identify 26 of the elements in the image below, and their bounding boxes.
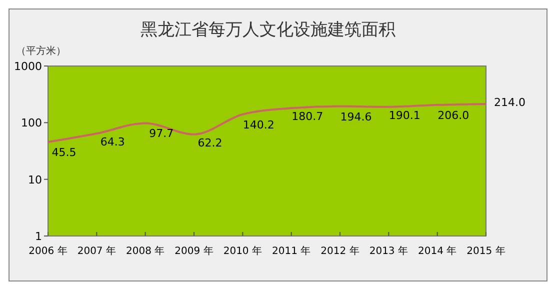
- text: 190.1: [388, 108, 420, 122]
- x-tick-label: 2007 年: [77, 245, 116, 257]
- y-tick-label: 100: [21, 116, 42, 130]
- x-tick-label: 2012 年: [320, 245, 360, 257]
- x-tick-label: 2011 年: [272, 245, 311, 257]
- x-tick-label: 2014 年: [418, 245, 457, 257]
- text: 62.2: [198, 136, 222, 150]
- y-axis-title: （平方米）: [16, 45, 66, 57]
- text: 64.3: [100, 136, 125, 149]
- x-tick-label: 2015 年: [466, 245, 506, 257]
- text: 97.7: [149, 127, 174, 140]
- text: 140.2: [242, 118, 274, 132]
- chart-title: 黑龙江省每万人文化设施建筑面积: [140, 20, 396, 40]
- y-tick-label: 10: [28, 173, 42, 186]
- y-tick-label: 1000: [14, 60, 42, 73]
- x-tick-label: 2013 年: [369, 245, 408, 257]
- text: 206.0: [438, 108, 470, 122]
- y-tick-label: 1: [35, 230, 42, 243]
- x-tick-label: 2009 年: [174, 245, 214, 257]
- x-tick-label: 2008 年: [126, 245, 165, 257]
- text: 180.7: [292, 110, 324, 124]
- x-tick-label: 2010 年: [223, 245, 262, 257]
- x-tick-label: 2006 年: [28, 245, 68, 257]
- text: 45.5: [52, 146, 76, 160]
- text: 194.6: [340, 110, 372, 124]
- text: 214.0: [494, 96, 526, 109]
